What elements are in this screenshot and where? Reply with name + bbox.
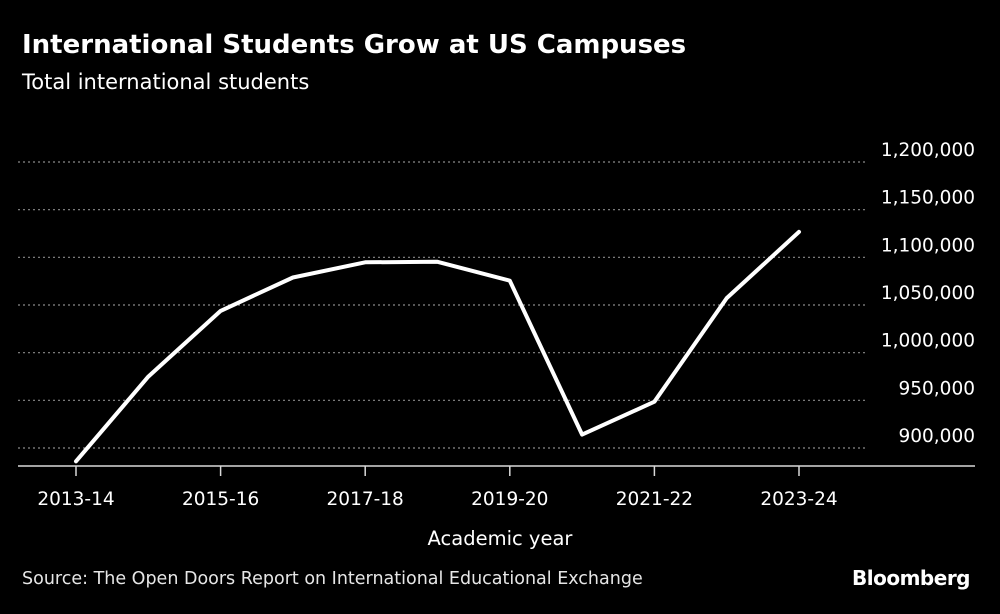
x-tick-label: 2015-16 [182,489,259,510]
x-tick-label: 2019-20 [471,489,548,510]
chart-title: International Students Grow at US Campus… [22,30,687,60]
x-tick-label: 2021-22 [616,489,693,510]
x-tick-label: 2013-14 [37,489,114,510]
x-tick-label: 2023-24 [760,489,837,510]
chart-subtitle: Total international students [22,70,310,94]
bloomberg-logo: Bloomberg [852,566,970,590]
y-tick-label: 1,150,000 [881,188,975,209]
series-line [74,229,801,464]
x-tick-label: 2017-18 [327,489,404,510]
y-tick-label: 950,000 [898,378,975,399]
y-tick-label: 1,000,000 [881,331,975,352]
x-axis-title: Academic year [428,527,574,550]
y-tick-label: 1,050,000 [881,283,975,304]
y-tick-label: 900,000 [898,426,975,447]
source-note: Source: The Open Doors Report on Interna… [22,569,643,589]
y-tick-label: 1,100,000 [881,235,975,256]
y-tick-label: 1,200,000 [881,140,975,161]
